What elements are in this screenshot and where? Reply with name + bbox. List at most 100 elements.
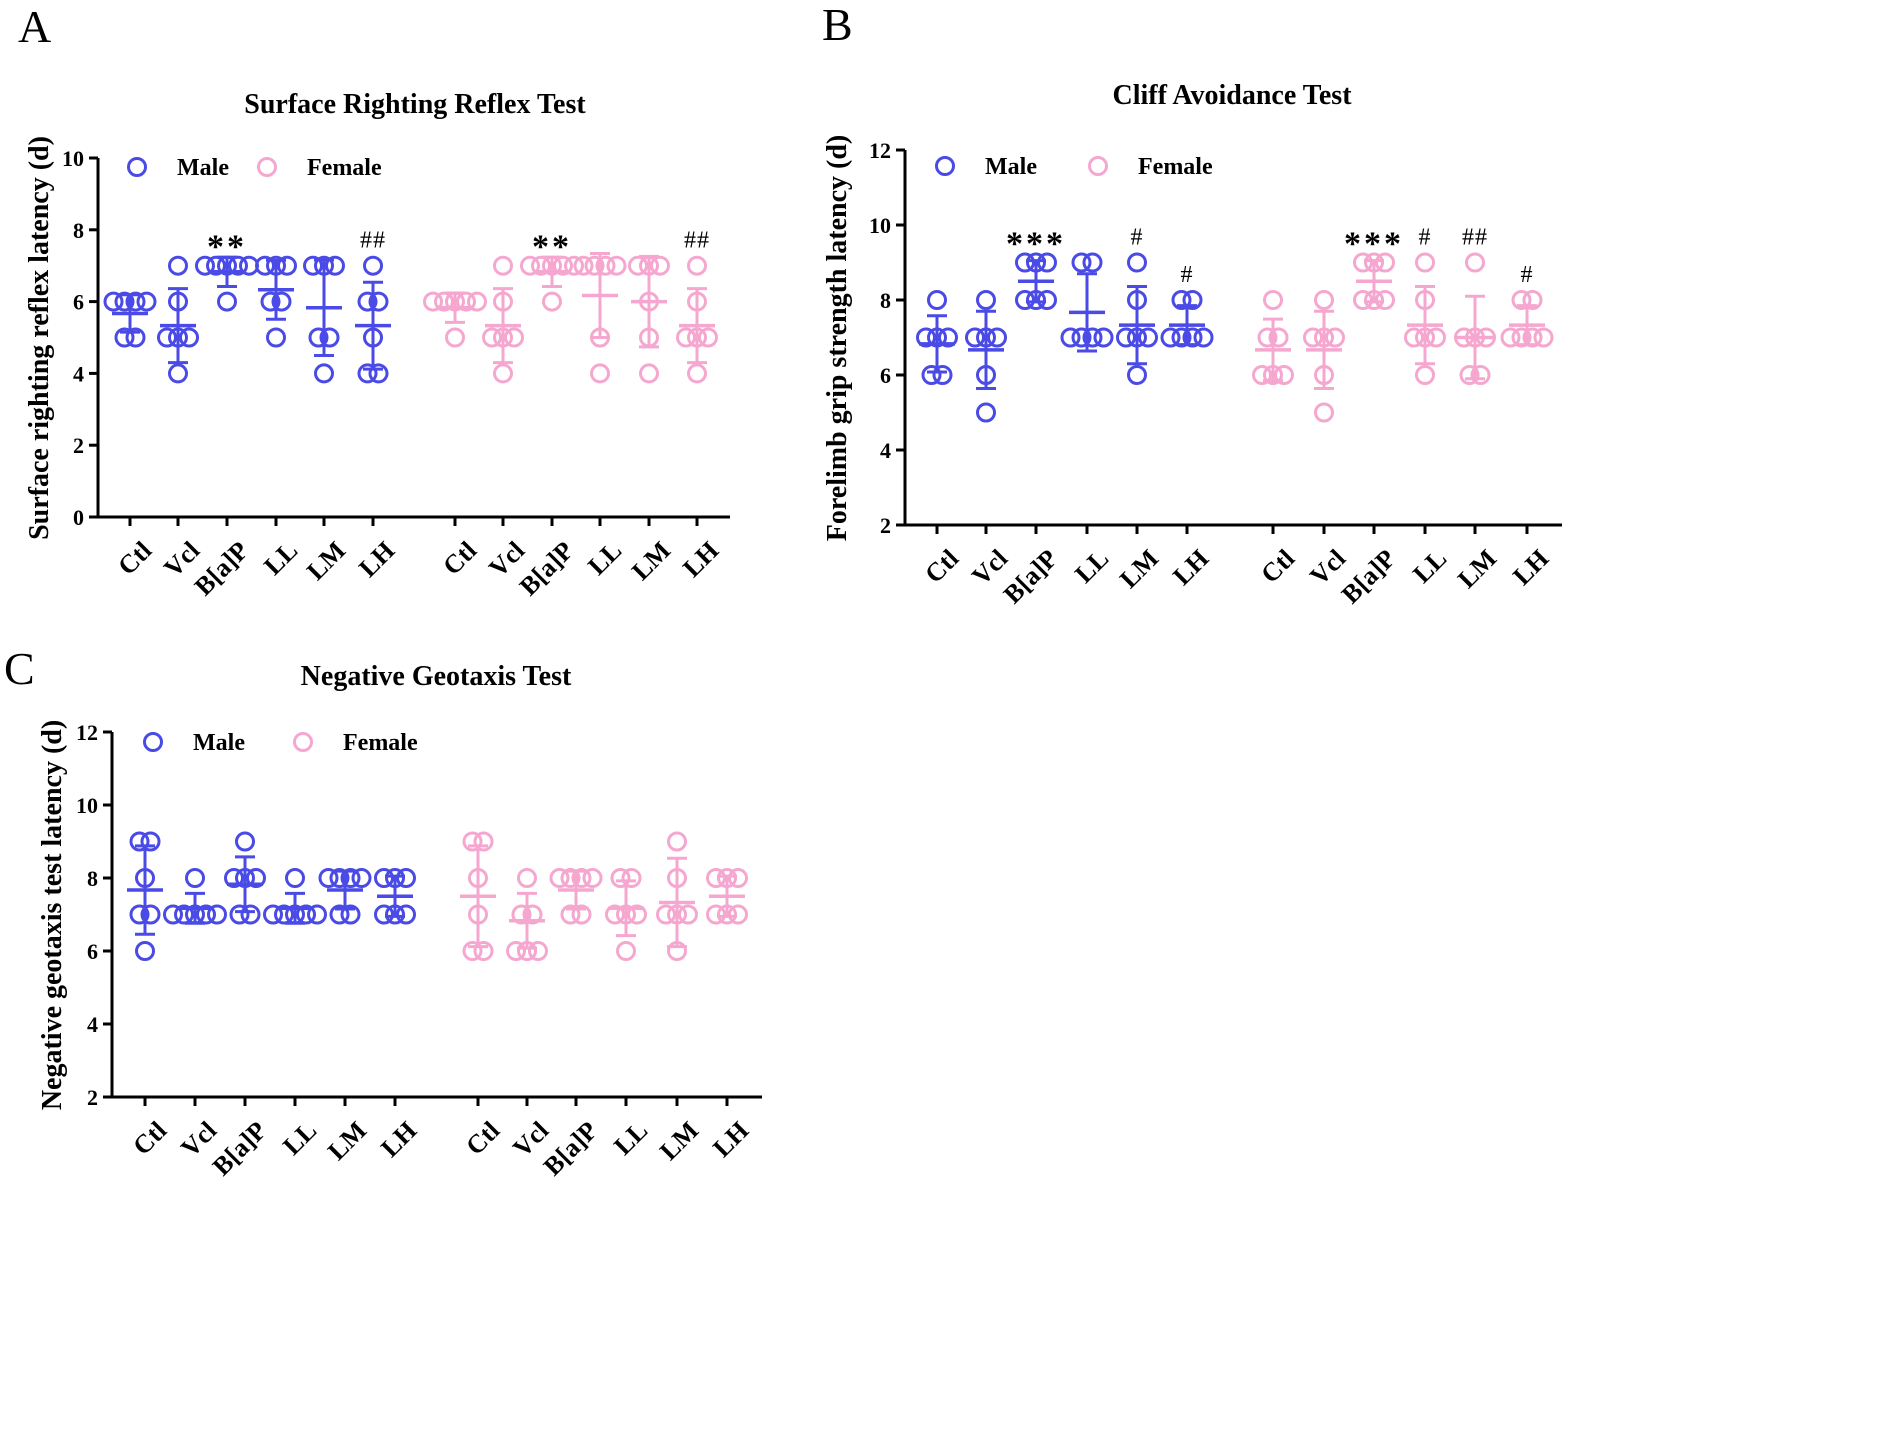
x-tick-label: B[a]P <box>1336 544 1402 610</box>
data-point <box>987 327 1007 348</box>
data-point <box>506 941 526 961</box>
data-point <box>207 904 227 925</box>
data-point <box>179 327 199 348</box>
data-point <box>340 904 361 925</box>
data-point <box>571 868 592 888</box>
data-point <box>1533 327 1554 348</box>
data-point <box>1375 290 1395 310</box>
data-point <box>549 868 570 888</box>
y-tick-label: 10 <box>76 793 98 818</box>
y-tick-label: 8 <box>880 288 891 313</box>
data-point <box>678 904 698 925</box>
data-point <box>319 327 340 348</box>
x-tick-label: LH <box>353 536 400 583</box>
data-point <box>1037 290 1057 310</box>
data-point <box>224 868 244 888</box>
x-tick-label: LL <box>582 536 627 581</box>
data-point <box>965 327 985 348</box>
data-point <box>687 363 707 384</box>
data-point <box>434 291 454 312</box>
data-point <box>573 255 594 276</box>
data-point <box>706 868 726 888</box>
data-point <box>582 868 603 888</box>
data-point <box>129 904 150 925</box>
chart-title: Cliff Avoidance Test <box>1112 80 1352 111</box>
x-tick-label: B[a]P <box>998 544 1064 610</box>
data-point <box>1314 290 1334 310</box>
legend-female-label: Female <box>1138 154 1213 180</box>
x-tick-label: B[a]P <box>207 1116 273 1182</box>
data-point <box>307 904 327 925</box>
data-point <box>1071 252 1092 273</box>
data-point <box>1037 252 1057 273</box>
data-point <box>473 831 494 852</box>
data-point <box>493 255 513 276</box>
data-point <box>129 831 150 852</box>
data-point <box>610 868 631 888</box>
data-point <box>296 904 316 925</box>
data-point <box>571 904 592 925</box>
data-point <box>605 904 625 925</box>
data-point <box>157 327 177 348</box>
data-point <box>1511 290 1532 310</box>
chart-panel-C: C Negative Geotaxis Test Negative geotaxis… <box>4 643 762 1181</box>
data-point <box>493 363 513 384</box>
significance-marker: # <box>1521 262 1534 288</box>
data-point <box>271 291 292 312</box>
y-tick-label: 2 <box>73 433 84 458</box>
data-point <box>1116 327 1136 348</box>
data-point <box>303 255 323 276</box>
data-point <box>728 868 748 888</box>
data-point <box>114 291 135 312</box>
y-tick-label: 6 <box>73 290 84 315</box>
data-point <box>357 291 378 312</box>
chart-title: Surface Righting Reflex Test <box>244 89 586 120</box>
y-tick-label: 10 <box>62 146 84 171</box>
data-point <box>140 831 161 852</box>
data-point <box>374 868 394 888</box>
data-point <box>482 327 502 348</box>
data-point <box>728 904 748 925</box>
chart-title: Negative Geotaxis Test <box>301 661 572 692</box>
data-point <box>308 327 329 348</box>
data-point <box>217 291 237 312</box>
significance-marker: # <box>1181 262 1194 288</box>
data-point <box>1127 252 1147 273</box>
data-point <box>314 363 334 384</box>
data-point <box>528 941 548 961</box>
x-tick-label: Ctl <box>919 544 964 589</box>
data-point <box>274 904 294 925</box>
x-tick-label: Ctl <box>460 1116 505 1161</box>
data-point <box>667 831 687 852</box>
data-point <box>520 255 540 276</box>
data-point <box>1257 327 1278 348</box>
data-point <box>504 327 524 348</box>
significance-marker: ## <box>360 228 386 254</box>
data-point <box>1252 365 1272 385</box>
data-point <box>921 365 942 385</box>
data-point <box>522 904 543 925</box>
x-tick-label: LL <box>1407 544 1452 589</box>
data-point <box>285 868 305 888</box>
data-point <box>1522 290 1543 310</box>
data-point <box>473 941 494 961</box>
data-point <box>114 327 135 348</box>
significance-marker: ## <box>684 228 710 254</box>
data-point <box>206 255 226 276</box>
data-point <box>195 255 215 276</box>
data-point <box>1093 327 1114 348</box>
data-point <box>560 904 581 925</box>
legend-male-marker <box>127 157 147 177</box>
x-tick-label: Ctl <box>112 536 157 581</box>
data-point <box>1071 327 1092 348</box>
x-tick-label: LH <box>1167 544 1214 591</box>
data-point <box>368 291 389 312</box>
data-point <box>1274 365 1294 385</box>
data-point <box>340 868 361 888</box>
data-point <box>1160 327 1181 348</box>
data-point <box>1459 365 1480 385</box>
data-point <box>325 255 345 276</box>
data-point <box>467 291 487 312</box>
data-point <box>564 255 584 276</box>
